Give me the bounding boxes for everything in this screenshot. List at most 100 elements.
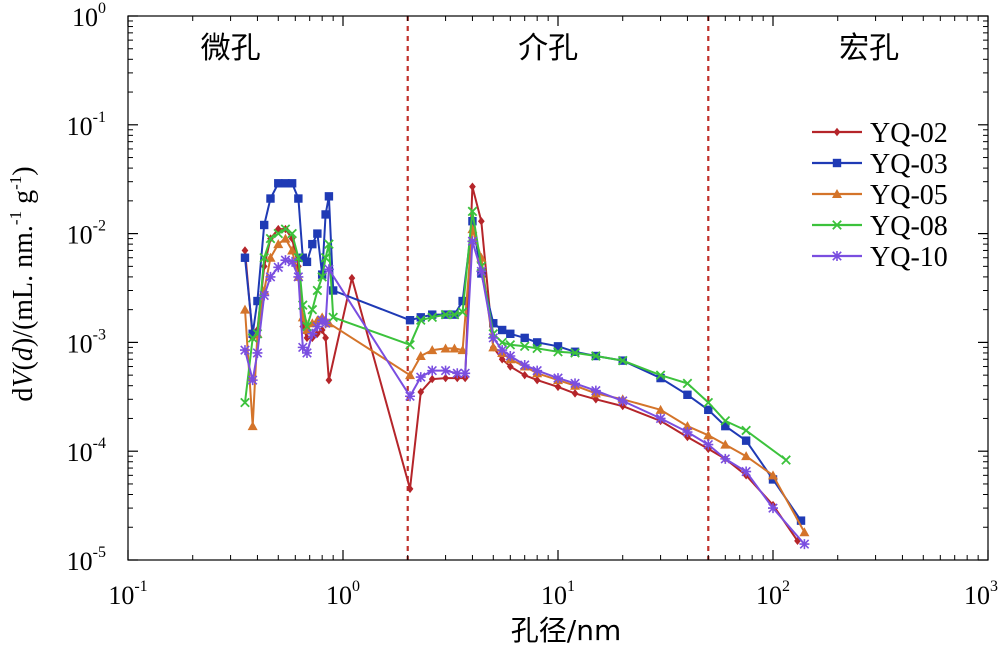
data-point <box>252 347 263 358</box>
data-point <box>415 315 426 326</box>
data-point <box>280 224 291 234</box>
data-point <box>328 312 338 323</box>
x-axis-ticks: 10-1 100 101 102 103 <box>108 16 998 610</box>
data-point <box>405 339 415 350</box>
data-point <box>520 333 529 343</box>
legend-label: YQ-03 <box>870 149 948 180</box>
data-point <box>590 385 601 396</box>
data-point <box>273 262 284 273</box>
data-point <box>259 252 270 263</box>
region-dividers <box>406 16 710 560</box>
data-point <box>721 421 730 431</box>
x-tick-label: 102 <box>756 578 790 610</box>
data-point <box>617 355 628 366</box>
data-point <box>477 217 485 226</box>
data-point <box>415 372 426 383</box>
data-point <box>265 271 276 282</box>
data-point <box>259 290 270 301</box>
x-tick-label: 101 <box>541 578 575 610</box>
data-point <box>317 272 328 282</box>
data-point <box>489 319 498 328</box>
legend-item-yq-05: YQ-05 <box>812 180 948 211</box>
data-point <box>324 239 334 249</box>
y-axis-ticks: 10-5 10-4 10-3 10-2 10-1 100 <box>67 0 988 576</box>
data-point <box>301 347 312 358</box>
data-point <box>287 256 298 267</box>
data-point <box>498 355 506 364</box>
data-point <box>570 348 580 358</box>
data-point <box>287 228 297 239</box>
data-point <box>241 246 249 255</box>
data-point <box>240 253 250 262</box>
data-point <box>506 362 514 371</box>
y-tick-label: 10-1 <box>67 109 106 141</box>
data-point <box>794 536 801 546</box>
data-point <box>476 252 487 262</box>
y-axis-label-sup2: -1 <box>6 176 25 190</box>
data-point <box>591 351 601 361</box>
y-axis-label-prefix: d <box>8 388 39 402</box>
region-label-2: 介孔 <box>518 31 578 66</box>
series-layer <box>239 179 810 550</box>
legend-marker <box>832 189 842 198</box>
data-point <box>768 470 778 480</box>
series-line-yq-05 <box>244 228 806 533</box>
data-point <box>682 427 693 438</box>
region-labels: 微孔 介孔 宏孔 <box>201 31 900 66</box>
data-point <box>440 365 451 376</box>
data-point <box>406 484 414 494</box>
data-point <box>457 307 468 317</box>
series-yq-10 <box>239 236 810 550</box>
data-point <box>655 370 666 380</box>
data-point <box>720 439 731 449</box>
data-point <box>440 309 451 320</box>
legend-marker <box>832 220 842 230</box>
data-point <box>280 255 291 266</box>
data-point <box>704 405 713 415</box>
data-point <box>348 273 356 283</box>
data-point <box>449 309 460 320</box>
data-point <box>323 264 334 275</box>
data-point <box>683 390 692 399</box>
data-point <box>325 375 333 385</box>
data-point <box>720 453 731 464</box>
data-point <box>273 239 284 249</box>
data-point <box>287 179 297 188</box>
y-tick-label: 10-3 <box>67 326 106 358</box>
region-label-3: 宏孔 <box>839 31 899 66</box>
data-point <box>682 421 693 431</box>
data-point <box>321 210 330 219</box>
data-point <box>302 321 312 332</box>
data-point <box>619 401 627 411</box>
data-point <box>248 329 257 338</box>
legend-item-yq-02: YQ-02 <box>812 118 948 149</box>
legend-item-yq-03: YQ-03 <box>812 149 948 180</box>
y-tick-label: 10-4 <box>67 435 106 467</box>
legend-label: YQ-05 <box>870 180 948 211</box>
data-point <box>405 391 416 402</box>
data-point <box>554 382 562 392</box>
data-point <box>303 333 311 343</box>
data-point <box>553 342 563 351</box>
legend-label: YQ-10 <box>870 242 948 273</box>
data-point <box>266 194 275 203</box>
data-point <box>553 346 563 357</box>
legend-marker <box>832 158 842 168</box>
data-point <box>313 229 322 238</box>
data-point <box>476 266 487 277</box>
data-point <box>247 375 258 386</box>
data-point <box>405 370 416 380</box>
data-point <box>703 439 714 450</box>
legend-marker <box>833 127 841 137</box>
data-point <box>519 359 530 370</box>
y-axis-label-v: V <box>8 368 39 388</box>
data-point <box>467 236 478 247</box>
data-point <box>488 342 499 352</box>
data-point <box>741 451 752 461</box>
data-point <box>308 239 317 249</box>
data-point <box>427 345 438 355</box>
data-point <box>799 539 810 550</box>
y-axis-label-open: ( <box>8 361 39 370</box>
data-point <box>297 342 308 353</box>
